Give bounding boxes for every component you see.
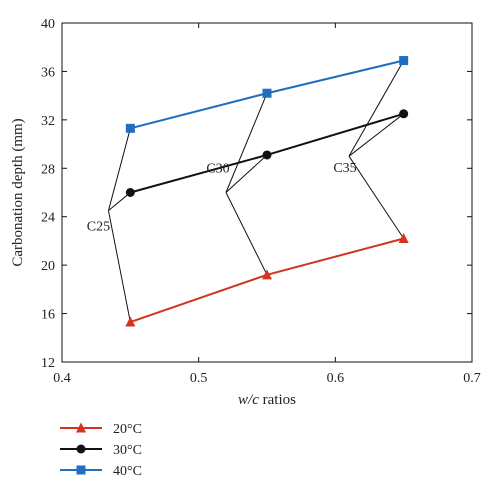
x-tick-label: 0.5 [190,371,208,386]
plot-frame [61,22,473,363]
data-point [399,109,409,119]
y-tick-label: 16 [41,308,55,323]
legend-item: 30°C [60,443,142,458]
series-line [130,237,404,323]
legend-marker [76,444,86,454]
data-point [262,88,272,98]
data-point [262,269,272,280]
annotation-leader [107,210,131,323]
legend-marker [76,422,86,433]
y-tick-label: 12 [41,356,55,371]
x-axis-title-rest: ratios [259,392,296,408]
x-axis-title-italic: w/c [238,392,259,408]
x-tick-label: 0.6 [327,371,345,386]
data-point [399,56,409,66]
data-point [125,188,135,197]
annotation-labels: C25 C30 C35 [87,161,357,234]
annotation-label-c35: C35 [333,161,356,176]
annotation-label-c30: C30 [206,162,229,177]
annotation-leader [108,192,131,212]
annotation-label-c25: C25 [87,220,110,235]
y-axis-title: Carbonation depth (mm) [10,118,26,266]
series-1 [125,233,409,327]
annotation-leader-lines [107,60,405,323]
legend-item: 20°C [60,422,142,437]
y-tick-label: 36 [41,65,55,80]
y-tick-label: 32 [41,114,55,129]
y-tick-label: 20 [41,259,55,274]
data-point [125,123,135,133]
series-2 [125,109,409,197]
annotation-leader [348,113,404,157]
annotation-leader [348,60,405,157]
data-point [262,150,272,160]
legend-label: 20°C [113,422,142,437]
data-point [398,233,409,244]
x-tick-label: 0.4 [53,371,71,386]
data-point [125,316,136,327]
legend: 20°C 30°C 40°C [60,422,142,479]
x-tick-label: 0.7 [463,371,481,386]
legend-label: 40°C [113,464,142,479]
series-3 [125,56,409,133]
y-tick-label: 24 [41,211,55,226]
annotation-leader [107,128,131,211]
series-layer [125,56,409,327]
y-tick-label: 40 [41,17,55,32]
annotation-leader [225,93,268,193]
annotation-leader [348,155,405,239]
legend-marker [76,465,86,475]
annotation-leader [225,192,268,276]
y-tick-label: 28 [41,162,55,177]
annotation-leader [225,154,268,193]
legend-item: 40°C [60,464,142,479]
legend-label: 30°C [113,443,142,458]
x-axis-title: w/c ratios [238,392,296,408]
axis-ticks: 0.4 0.5 0.6 0.7 12 16 20 24 28 32 36 40 [41,17,481,386]
